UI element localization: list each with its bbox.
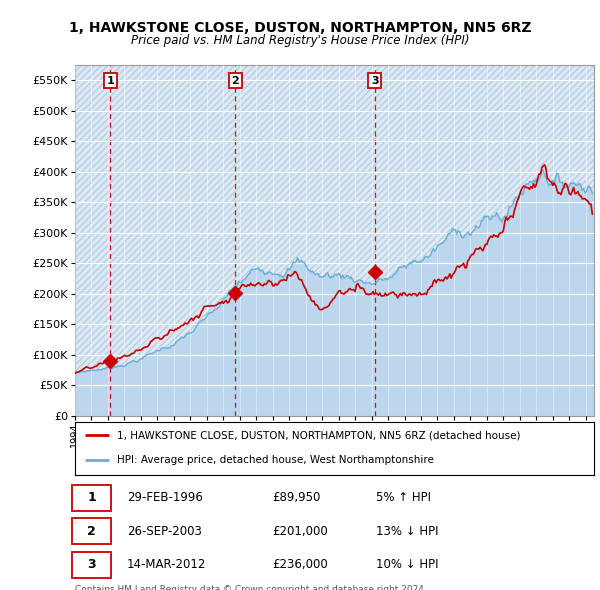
Text: 1, HAWKSTONE CLOSE, DUSTON, NORTHAMPTON, NN5 6RZ: 1, HAWKSTONE CLOSE, DUSTON, NORTHAMPTON,… (69, 21, 531, 35)
Text: £201,000: £201,000 (272, 525, 328, 538)
Text: Contains HM Land Registry data © Crown copyright and database right 2024.
This d: Contains HM Land Registry data © Crown c… (75, 585, 427, 590)
Text: 29-FEB-1996: 29-FEB-1996 (127, 491, 203, 504)
Text: 13% ↓ HPI: 13% ↓ HPI (376, 525, 439, 538)
Text: 3: 3 (371, 76, 379, 86)
Text: 1: 1 (88, 491, 96, 504)
Text: 10% ↓ HPI: 10% ↓ HPI (376, 558, 439, 572)
Text: Price paid vs. HM Land Registry's House Price Index (HPI): Price paid vs. HM Land Registry's House … (131, 34, 469, 47)
Text: 1: 1 (107, 76, 114, 86)
Text: 26-SEP-2003: 26-SEP-2003 (127, 525, 202, 538)
FancyBboxPatch shape (73, 485, 112, 510)
Text: 2: 2 (232, 76, 239, 86)
FancyBboxPatch shape (73, 519, 112, 544)
Text: £236,000: £236,000 (272, 558, 328, 572)
Text: £89,950: £89,950 (272, 491, 320, 504)
Text: HPI: Average price, detached house, West Northamptonshire: HPI: Average price, detached house, West… (116, 455, 433, 465)
Text: 14-MAR-2012: 14-MAR-2012 (127, 558, 206, 572)
FancyBboxPatch shape (73, 552, 112, 578)
Text: 3: 3 (88, 558, 96, 572)
Text: 1, HAWKSTONE CLOSE, DUSTON, NORTHAMPTON, NN5 6RZ (detached house): 1, HAWKSTONE CLOSE, DUSTON, NORTHAMPTON,… (116, 430, 520, 440)
Text: 2: 2 (88, 525, 96, 538)
Text: 5% ↑ HPI: 5% ↑ HPI (376, 491, 431, 504)
